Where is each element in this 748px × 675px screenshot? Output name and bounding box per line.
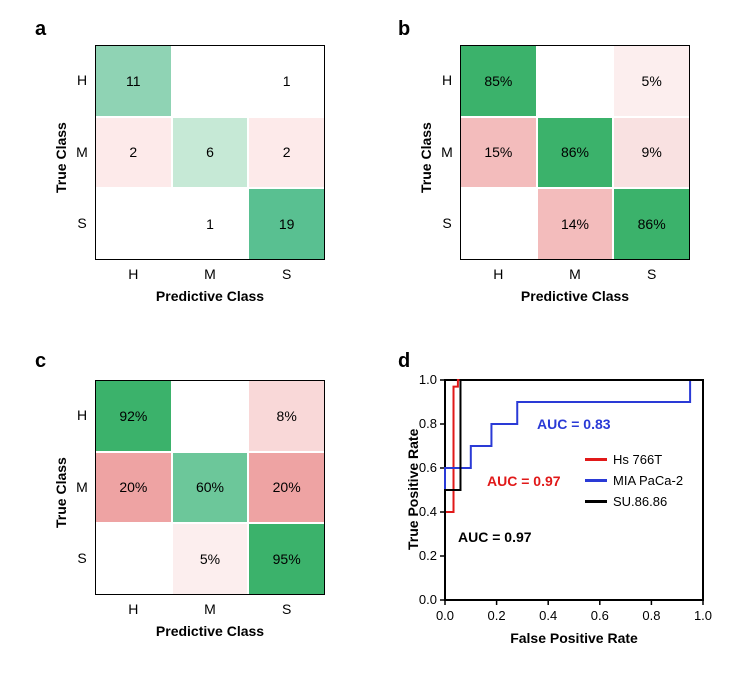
x-tick-label: 0.4 — [539, 608, 557, 623]
y-axis-title: True Class — [53, 457, 69, 528]
y-tick-label: 0.2 — [419, 548, 437, 563]
y-tick-label: M — [73, 479, 91, 495]
y-tick-label: H — [438, 72, 456, 88]
legend-swatch — [585, 458, 607, 461]
y-axis-title: True Class — [418, 122, 434, 193]
legend-label: SU.86.86 — [613, 494, 667, 509]
legend-item: MIA PaCa-2 — [585, 473, 683, 488]
x-tick-label: 0.6 — [591, 608, 609, 623]
y-tick-label: M — [73, 144, 91, 160]
x-axis-title: Predictive Class — [460, 288, 690, 304]
cm-frame — [460, 45, 690, 260]
x-tick-label: M — [200, 266, 220, 282]
legend-item: SU.86.86 — [585, 494, 683, 509]
x-tick-label: 0.0 — [436, 608, 454, 623]
y-tick-label: 0.0 — [419, 592, 437, 607]
y-tick-label: H — [73, 72, 91, 88]
y-tick-label: 0.4 — [419, 504, 437, 519]
x-tick-label: H — [488, 266, 508, 282]
y-tick-label: S — [73, 215, 91, 231]
legend-label: MIA PaCa-2 — [613, 473, 683, 488]
x-tick-label: 1.0 — [694, 608, 712, 623]
panel-b: 85%5%15%86%9%14%86%HMSHMSPredictive Clas… — [400, 35, 720, 330]
x-tick-label: S — [277, 601, 297, 617]
x-tick-label: M — [200, 601, 220, 617]
x-tick-label: H — [123, 601, 143, 617]
auc-annotation: AUC = 0.97 — [458, 529, 532, 545]
y-tick-label: 0.8 — [419, 416, 437, 431]
y-tick-label: M — [438, 144, 456, 160]
legend-item: Hs 766T — [585, 452, 683, 467]
y-tick-label: H — [73, 407, 91, 423]
roc-legend: Hs 766T MIA PaCa-2 SU.86.86 — [585, 452, 683, 515]
x-tick-label: S — [642, 266, 662, 282]
figure: a b c d 111262119HMSHMSPredictive ClassT… — [0, 0, 748, 675]
y-tick-label: S — [438, 215, 456, 231]
y-tick-label: 1.0 — [419, 372, 437, 387]
auc-annotation: AUC = 0.83 — [537, 416, 611, 432]
cm-frame — [95, 380, 325, 595]
y-tick-label: 0.6 — [419, 460, 437, 475]
x-tick-label: 0.8 — [642, 608, 660, 623]
x-tick-label: M — [565, 266, 585, 282]
x-tick-label: 0.2 — [488, 608, 506, 623]
x-axis-title: Predictive Class — [95, 623, 325, 639]
cm-frame — [95, 45, 325, 260]
legend-label: Hs 766T — [613, 452, 662, 467]
x-axis-title: Predictive Class — [95, 288, 325, 304]
y-tick-label: S — [73, 550, 91, 566]
y-axis-title: True Positive Rate — [405, 429, 421, 550]
x-tick-label: H — [123, 266, 143, 282]
panel-a: 111262119HMSHMSPredictive ClassTrue Clas… — [35, 35, 355, 330]
legend-swatch — [585, 500, 607, 503]
x-axis-title: False Positive Rate — [445, 630, 703, 646]
y-axis-title: True Class — [53, 122, 69, 193]
x-tick-label: S — [277, 266, 297, 282]
panel-d: 0.0 0.2 0.4 0.6 0.8 1.0 0.0 0.2 0.4 0.6 0.8 1.0 Fals… — [395, 370, 733, 670]
auc-annotation: AUC = 0.97 — [487, 473, 561, 489]
panel-c: 92%8%20%60%20%5%95%HMSHMSPredictive Clas… — [35, 370, 355, 665]
legend-swatch — [585, 479, 607, 482]
